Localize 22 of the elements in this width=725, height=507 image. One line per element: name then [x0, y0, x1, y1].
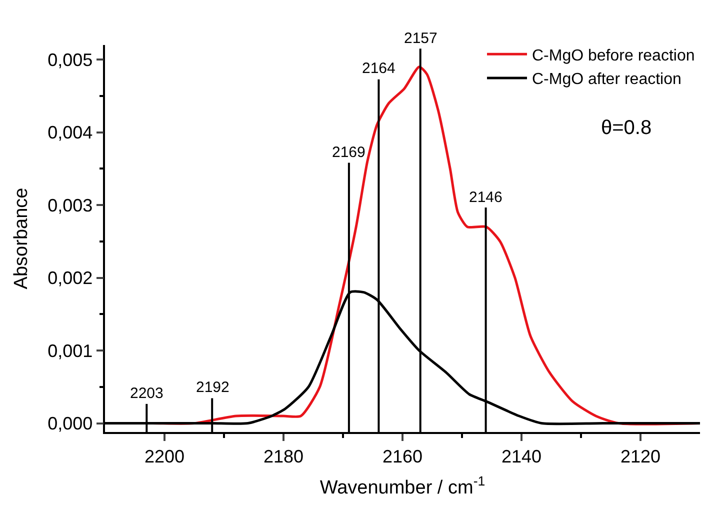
y-tick-label: 0,004 — [48, 122, 93, 143]
y-tick-label: 0,002 — [48, 268, 93, 288]
legend-label: C-MgO after reaction — [532, 71, 682, 88]
ref-line-label: 2192 — [196, 379, 230, 396]
y-tick-label: 0,000 — [48, 414, 93, 434]
y-tick-label: 0,003 — [48, 195, 93, 216]
x-tick-label: 2140 — [501, 446, 542, 466]
y-tick-label: 0,005 — [48, 50, 93, 70]
y-tick-label: 0,001 — [48, 340, 93, 361]
ref-line-label: 2157 — [404, 30, 438, 47]
x-tick-label: 2160 — [382, 446, 423, 466]
y-axis-title: Absorbance — [10, 188, 32, 290]
legend-label: C-MgO before reaction — [532, 47, 695, 64]
ref-line-label: 2169 — [332, 144, 366, 161]
ref-line-label: 2146 — [469, 189, 502, 206]
x-axis-title: Wavenumber / cm$^{-1}$ — [320, 474, 486, 499]
x-tick-label: 2180 — [263, 446, 304, 466]
x-tick-label: 2120 — [620, 446, 661, 466]
x-tick-label: 2200 — [144, 446, 185, 466]
ref-line-label: 2164 — [362, 60, 396, 77]
annotation: θ=0.8 — [601, 117, 652, 139]
ref-line-label: 2203 — [130, 385, 164, 402]
